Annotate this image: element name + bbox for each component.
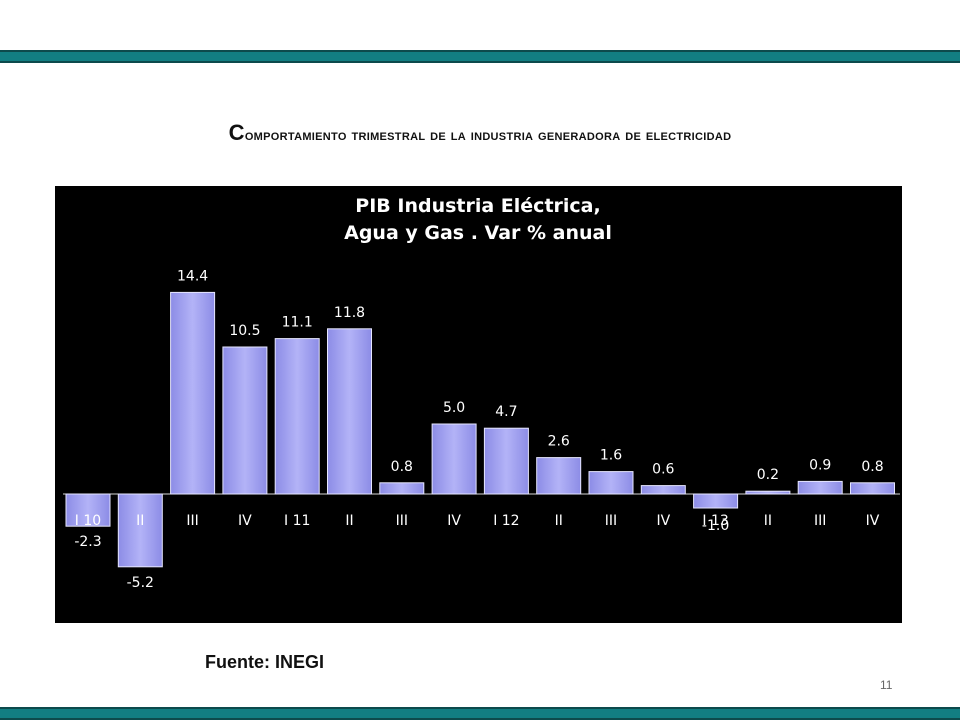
x-tick-label: I 12 [493,513,519,529]
data-label: 11.1 [282,315,313,331]
x-tick-label: II [764,513,772,529]
bar [170,291,216,495]
bar [431,423,477,495]
page-number: 11 [880,678,893,692]
slide-title: Comportamiento trimestral de la industri… [80,116,880,153]
data-label: 10.5 [229,323,260,339]
data-label: 14.4 [177,268,208,284]
bar-chart: PIB Industria Eléctrica, Agua y Gas . Var… [63,195,900,591]
x-tick-label: IV [238,513,252,529]
bar [222,346,268,495]
x-tick-label: I 11 [284,513,310,529]
x-tick-label: II [555,513,563,529]
x-tick-label: III [605,513,617,529]
bar [693,493,739,509]
bar [797,480,843,495]
bottom-band [0,707,960,720]
bar [327,328,372,495]
bar [536,457,582,495]
data-label: 1.6 [600,448,622,464]
data-label: 11.8 [334,305,365,321]
x-tick-label: I 13 [702,513,728,529]
slide-title-initial: C [228,120,245,145]
chart-panel: PIB Industria Eléctrica, Agua y Gas . Var… [55,186,902,623]
bar [588,471,634,495]
source-note: Fuente: INEGI [205,652,325,672]
x-tick-label: IV [866,513,880,529]
x-tick-label: IV [447,513,461,529]
data-label: 0.2 [757,467,779,483]
x-tick-label: II [136,513,144,529]
data-label: -5.2 [127,575,154,591]
data-label: -1.0 [702,518,729,534]
x-tick-label: III [396,513,408,529]
x-tick-label: III [186,513,198,529]
bar [117,493,163,568]
x-tick-label: IV [656,513,670,529]
chart-title-line: PIB Industria Eléctrica, [355,195,600,217]
data-label: 0.6 [652,462,674,478]
slide-title-rest: omportamiento trimestral de la industria… [244,127,732,144]
x-tick-label: III [814,513,826,529]
data-label: 2.6 [548,434,570,450]
chart-title: PIB Industria Eléctrica, Agua y Gas . Var… [344,195,612,244]
bar [274,338,320,495]
bar [850,482,895,495]
data-label: 0.8 [861,459,883,475]
bar [745,490,791,495]
bar [379,482,425,495]
data-label: -2.3 [74,534,101,550]
chart-title-line: Agua y Gas . Var % anual [344,222,612,244]
x-tick-label: II [345,513,353,529]
data-label: 0.9 [809,457,831,473]
data-label: 0.8 [391,459,413,475]
top-band [0,50,960,63]
bar [483,427,529,495]
x-tick-label: I 10 [75,513,101,529]
bar [65,493,111,527]
bar [640,485,686,495]
data-label: 5.0 [443,400,465,416]
data-label: 4.7 [495,404,517,420]
